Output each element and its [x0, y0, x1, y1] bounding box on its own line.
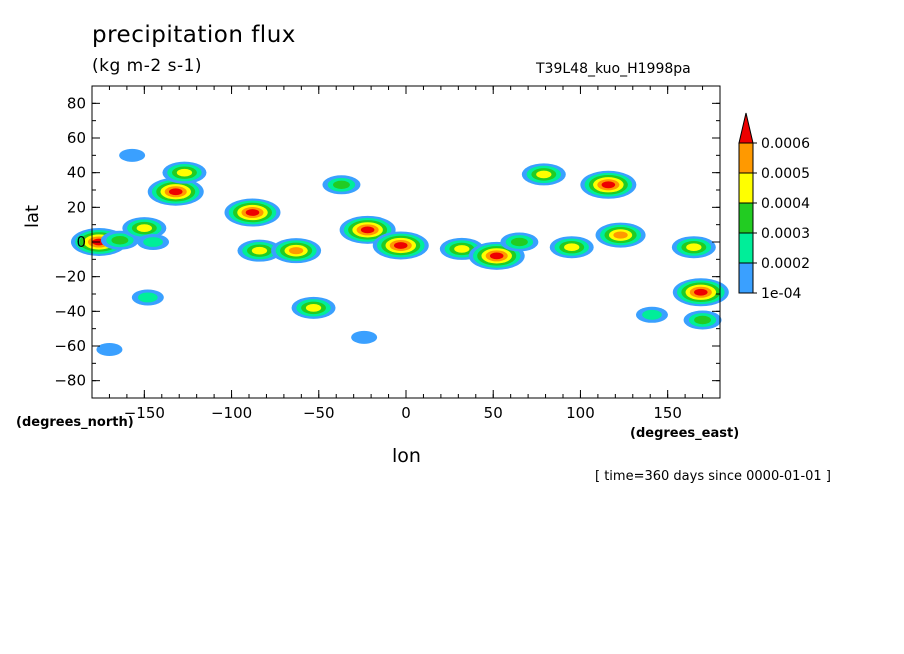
- precip-level-6: [489, 252, 504, 260]
- precip-feature: [322, 175, 361, 195]
- precip-feature: [351, 330, 378, 344]
- run-label: T39L48_kuo_H1998pa: [536, 61, 691, 77]
- x-axis-unit: (degrees_east): [630, 426, 740, 441]
- precip-level-1: [119, 148, 146, 162]
- precip-feature: [137, 234, 170, 250]
- precip-level-6: [168, 188, 183, 196]
- precip-feature: [147, 177, 204, 206]
- precip-feature: [131, 289, 164, 306]
- precip-feature: [291, 296, 336, 319]
- colorbar-segment: [738, 142, 754, 174]
- colorbar-label: 0.0002: [761, 256, 810, 272]
- precip-feature: [122, 217, 167, 240]
- precip-feature: [96, 342, 123, 356]
- colorbar-label: 1e-04: [761, 286, 801, 302]
- precip-level-3: [111, 236, 129, 245]
- precip-level-4: [136, 224, 152, 232]
- precip-level-5: [613, 231, 628, 239]
- y-tick-label: 0: [76, 233, 86, 251]
- precip-feature: [237, 239, 282, 262]
- precip-level-1: [96, 342, 123, 356]
- y-tick-label: 40: [67, 164, 86, 182]
- y-tick-label: −40: [54, 302, 86, 320]
- precip-level-2: [137, 292, 158, 303]
- precip-level-4: [564, 243, 580, 252]
- y-tick-label: 20: [67, 198, 86, 216]
- y-tick-label: −20: [54, 268, 86, 286]
- colorbar-segment: [738, 232, 754, 264]
- precip-feature: [224, 198, 281, 227]
- precip-level-6: [360, 226, 375, 234]
- precip-level-2: [143, 237, 163, 247]
- precip-level-4: [176, 168, 193, 177]
- precip-feature: [671, 236, 716, 259]
- precip-feature: [672, 278, 729, 307]
- y-axis-unit: (degrees_north): [16, 415, 134, 430]
- colorbar-segment: [738, 172, 754, 204]
- precip-level-4: [536, 170, 552, 179]
- chart-units: (kg m-2 s-1): [92, 56, 203, 76]
- colorbar-label: 0.0004: [761, 196, 810, 212]
- precip-feature: [635, 306, 668, 323]
- precip-feature: [580, 170, 637, 199]
- precip-level-3: [694, 315, 711, 325]
- precip-feature: [549, 236, 594, 259]
- x-tick-label: 50: [484, 404, 503, 422]
- colorbar: 1e-04 0.0002 0.0003 0.0004 0.0005 0.0006: [738, 112, 810, 302]
- precip-level-3: [510, 237, 528, 247]
- precip-level-6: [694, 288, 708, 296]
- colorbar-segment: [738, 262, 754, 294]
- precip-feature: [683, 310, 722, 330]
- x-tick-label: 100: [566, 404, 595, 422]
- x-tick-label: 150: [653, 404, 682, 422]
- x-tick-label: −150: [124, 404, 165, 422]
- precip-level-5: [288, 247, 304, 255]
- colorbar-label: 0.0006: [761, 136, 810, 152]
- precip-feature: [521, 163, 566, 186]
- y-tick-label: 80: [67, 94, 86, 112]
- precip-level-6: [601, 181, 616, 189]
- x-axis-label: lon: [392, 445, 421, 467]
- precip-level-4: [454, 245, 470, 253]
- precip-level-4: [305, 304, 322, 312]
- precip-feature: [595, 222, 646, 248]
- precip-level-2: [642, 309, 662, 320]
- precip-feature: [372, 231, 429, 260]
- precip-feature: [271, 238, 322, 264]
- colorbar-label: 0.0005: [761, 166, 810, 182]
- colorbar-segment: [738, 202, 754, 234]
- precip-feature: [468, 241, 525, 270]
- x-tick-label: 0: [401, 404, 411, 422]
- precip-level-6: [245, 209, 260, 216]
- chart-title: precipitation flux: [92, 22, 296, 48]
- precip-feature: [119, 148, 146, 162]
- precip-level-4: [251, 246, 268, 255]
- precip-level-6: [393, 242, 408, 249]
- y-tick-label: −60: [54, 337, 86, 355]
- colorbar-label: 0.0003: [761, 226, 810, 242]
- y-tick-label: −80: [54, 372, 86, 390]
- plot-area: [70, 148, 729, 356]
- colorbar-arrow: [738, 112, 754, 144]
- time-note: [ time=360 days since 0000-01-01 ]: [595, 469, 831, 484]
- axes: −150 −100 −50 0 50 100 150 80 60 40 20 0 −20 −40 −60 −8…: [54, 85, 720, 422]
- precip-level-1: [351, 330, 378, 344]
- y-tick-label: 60: [67, 129, 86, 147]
- x-tick-label: −50: [303, 404, 335, 422]
- precip-level-3: [333, 180, 350, 190]
- precip-feature: [500, 232, 539, 252]
- precip-level-4: [686, 243, 702, 252]
- precip-feature: [162, 161, 207, 184]
- x-tick-label: −100: [211, 404, 252, 422]
